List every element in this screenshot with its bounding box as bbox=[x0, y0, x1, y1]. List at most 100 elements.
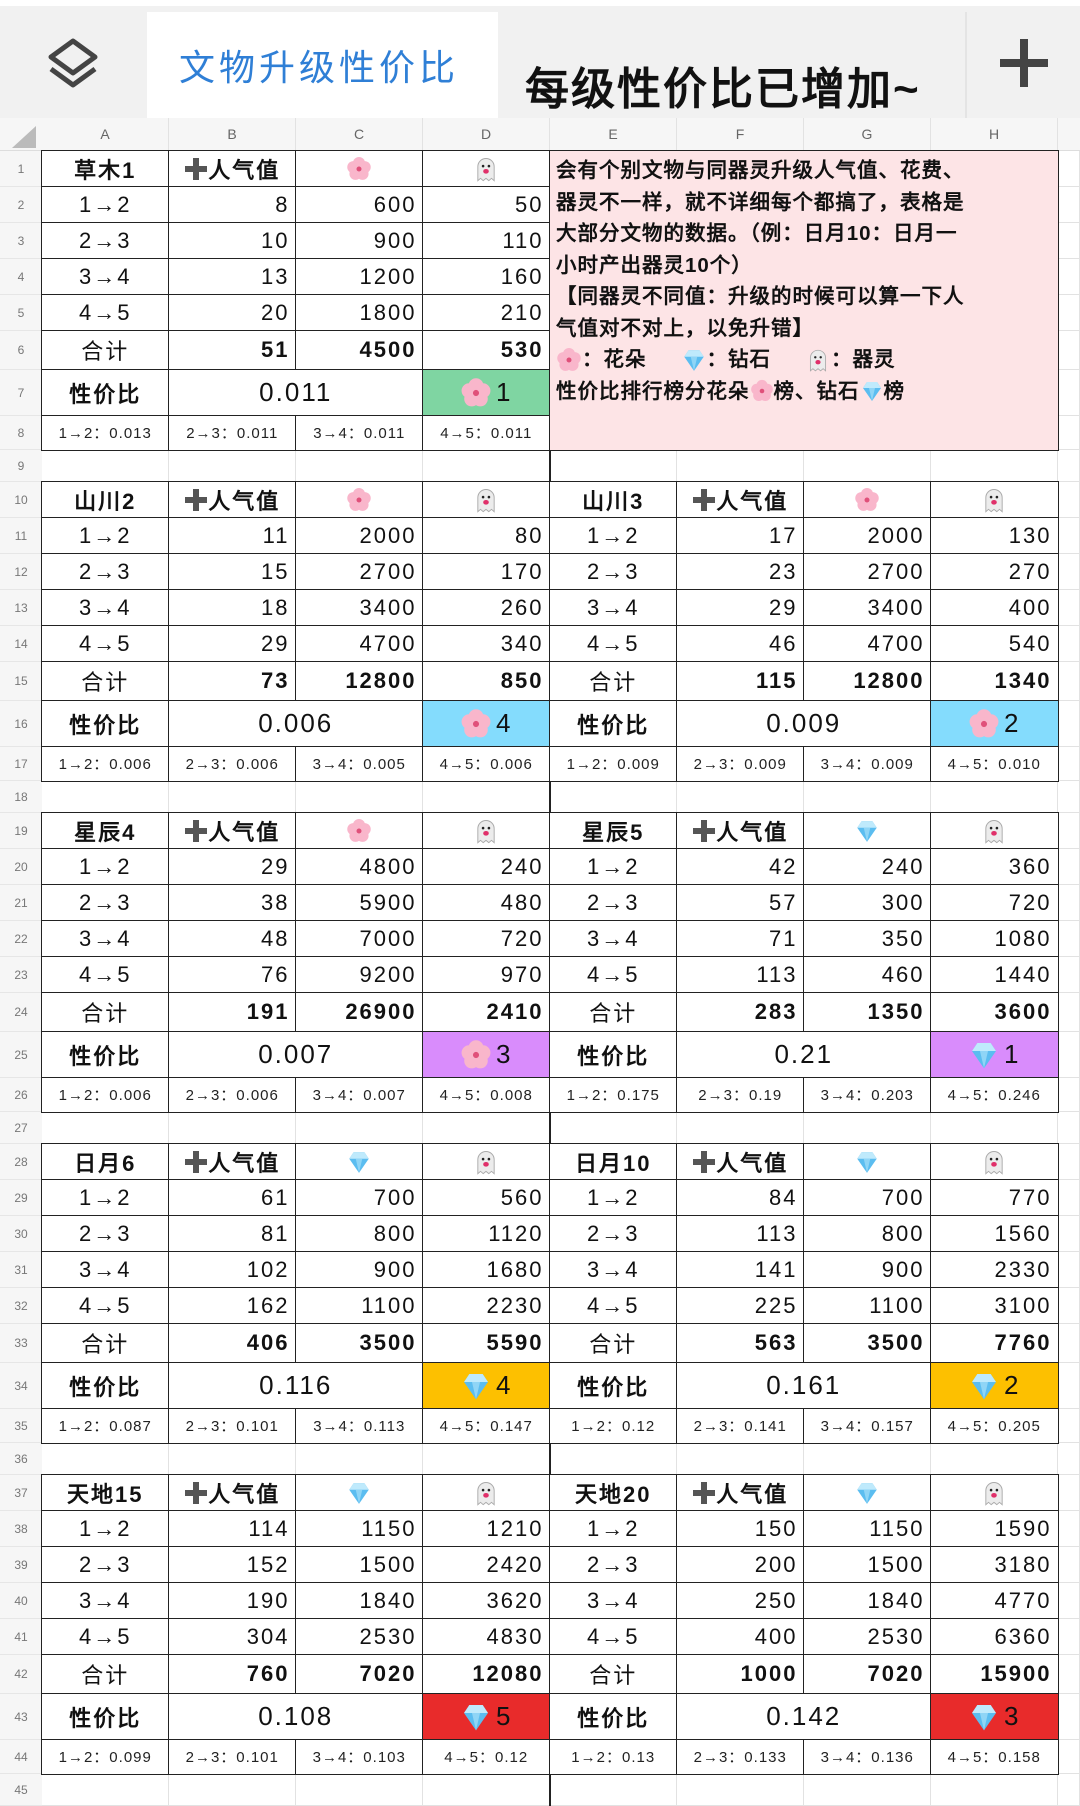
ratio-label[interactable]: 性价比 bbox=[41, 1031, 170, 1079]
cost-cell[interactable]: 2700 bbox=[803, 553, 932, 591]
spirit-cell[interactable]: 770 bbox=[930, 1179, 1059, 1217]
column-header-f[interactable]: F bbox=[677, 118, 804, 151]
empty-cell[interactable] bbox=[1058, 1583, 1080, 1619]
spirit-cell[interactable]: 720 bbox=[422, 920, 551, 958]
relic-name[interactable]: 星辰4 bbox=[41, 812, 170, 850]
popularity-cell[interactable]: 61 bbox=[168, 1179, 297, 1217]
ratio-value[interactable]: 0.161 bbox=[676, 1362, 932, 1410]
rank-badge[interactable]: 4 bbox=[422, 700, 551, 748]
per-level-ratio[interactable]: 2→3：0.011 bbox=[168, 415, 297, 451]
cost-cell[interactable]: 800 bbox=[803, 1215, 932, 1253]
per-level-ratio[interactable]: 2→3：0.19 bbox=[676, 1077, 805, 1113]
rank-badge[interactable]: 3 bbox=[930, 1693, 1059, 1741]
level-cell[interactable]: 1→2 bbox=[549, 848, 678, 886]
empty-cell[interactable] bbox=[1058, 1324, 1080, 1363]
row-header[interactable]: 44 bbox=[0, 1740, 42, 1774]
cost-cell[interactable]: 1840 bbox=[803, 1582, 932, 1620]
level-cell[interactable]: 1→2 bbox=[41, 1179, 170, 1217]
cost-cell[interactable]: 240 bbox=[803, 848, 932, 886]
cost-header[interactable] bbox=[295, 150, 424, 188]
total-label[interactable]: 合计 bbox=[549, 1654, 678, 1695]
spirit-cell[interactable]: 160 bbox=[422, 258, 551, 296]
row-header[interactable]: 4 bbox=[0, 259, 42, 295]
row-header[interactable]: 23 bbox=[0, 957, 42, 993]
cost-cell[interactable]: 350 bbox=[803, 920, 932, 958]
spirit-cell[interactable]: 260 bbox=[422, 589, 551, 627]
empty-cell[interactable] bbox=[804, 450, 931, 482]
spirit-cell[interactable]: 1120 bbox=[422, 1215, 551, 1253]
rank-badge[interactable]: 5 bbox=[422, 1693, 551, 1741]
row-header[interactable]: 8 bbox=[0, 416, 42, 450]
per-level-ratio[interactable]: 2→3：0.006 bbox=[168, 746, 297, 782]
empty-cell[interactable] bbox=[677, 1774, 804, 1806]
popularity-cell[interactable]: 114 bbox=[168, 1510, 297, 1548]
spirit-cell[interactable]: 4770 bbox=[930, 1582, 1059, 1620]
empty-cell[interactable] bbox=[1058, 626, 1080, 662]
spirit-cell[interactable]: 1210 bbox=[422, 1510, 551, 1548]
cost-cell[interactable]: 5900 bbox=[295, 884, 424, 922]
cost-cell[interactable]: 460 bbox=[803, 956, 932, 994]
popularity-cell[interactable]: 162 bbox=[168, 1287, 297, 1325]
row-header[interactable]: 19 bbox=[0, 813, 42, 849]
add-sheet-button[interactable] bbox=[965, 12, 1080, 118]
per-level-ratio[interactable]: 1→2：0.006 bbox=[41, 746, 170, 782]
empty-cell[interactable] bbox=[1058, 1619, 1080, 1655]
level-cell[interactable]: 4→5 bbox=[41, 956, 170, 994]
empty-cell[interactable] bbox=[550, 450, 677, 482]
empty-cell[interactable] bbox=[1058, 1216, 1080, 1252]
spirit-cell[interactable]: 1680 bbox=[422, 1251, 551, 1289]
spirit-cell[interactable]: 1590 bbox=[930, 1510, 1059, 1548]
level-cell[interactable]: 4→5 bbox=[41, 1287, 170, 1325]
cost-header[interactable] bbox=[803, 1143, 932, 1181]
empty-cell[interactable] bbox=[1058, 450, 1080, 482]
total-label[interactable]: 合计 bbox=[549, 661, 678, 702]
spirit-cell[interactable]: 2420 bbox=[422, 1546, 551, 1584]
popularity-cell[interactable]: 23 bbox=[676, 553, 805, 591]
popularity-header[interactable]: 人气值 bbox=[168, 1143, 297, 1181]
popularity-header[interactable]: 人气值 bbox=[676, 812, 805, 850]
per-level-ratio[interactable]: 3→4：0.009 bbox=[803, 746, 932, 782]
per-level-ratio[interactable]: 3→4：0.136 bbox=[803, 1739, 932, 1775]
popularity-cell[interactable]: 8 bbox=[168, 186, 297, 224]
spirit-cell[interactable]: 560 bbox=[422, 1179, 551, 1217]
row-header[interactable]: 32 bbox=[0, 1288, 42, 1324]
level-cell[interactable]: 4→5 bbox=[549, 1618, 678, 1656]
row-header[interactable]: 15 bbox=[0, 662, 42, 701]
total-popularity[interactable]: 406 bbox=[168, 1323, 297, 1364]
empty-cell[interactable] bbox=[42, 1774, 169, 1806]
cost-header[interactable] bbox=[295, 1474, 424, 1512]
cost-cell[interactable]: 3400 bbox=[803, 589, 932, 627]
relic-name[interactable]: 日月10 bbox=[549, 1143, 678, 1181]
spirit-header[interactable] bbox=[422, 1143, 551, 1181]
empty-cell[interactable] bbox=[550, 1443, 677, 1475]
empty-cell[interactable] bbox=[931, 781, 1058, 813]
ratio-label[interactable]: 性价比 bbox=[549, 1362, 678, 1410]
row-header[interactable]: 29 bbox=[0, 1180, 42, 1216]
row-header[interactable]: 42 bbox=[0, 1655, 42, 1694]
rank-badge[interactable]: 4 bbox=[422, 1362, 551, 1410]
cost-cell[interactable]: 1100 bbox=[295, 1287, 424, 1325]
column-header-b[interactable]: B bbox=[169, 118, 296, 151]
popularity-cell[interactable]: 20 bbox=[168, 294, 297, 332]
level-cell[interactable]: 2→3 bbox=[41, 222, 170, 260]
level-cell[interactable]: 1→2 bbox=[549, 517, 678, 555]
popularity-cell[interactable]: 84 bbox=[676, 1179, 805, 1217]
level-cell[interactable]: 2→3 bbox=[549, 1546, 678, 1584]
empty-cell[interactable] bbox=[931, 1443, 1058, 1475]
empty-cell[interactable] bbox=[296, 1774, 423, 1806]
cost-cell[interactable]: 1150 bbox=[803, 1510, 932, 1548]
row-header[interactable]: 21 bbox=[0, 885, 42, 921]
level-cell[interactable]: 3→4 bbox=[41, 258, 170, 296]
empty-cell[interactable] bbox=[423, 1443, 550, 1475]
cost-cell[interactable]: 1840 bbox=[295, 1582, 424, 1620]
note-box[interactable]: 会有个别文物与同器灵升级人气值、花费、 器灵不一样，就不详细每个都搞了，表格是 大部… bbox=[549, 150, 1059, 451]
total-spirit[interactable]: 12080 bbox=[422, 1654, 551, 1695]
row-header[interactable]: 35 bbox=[0, 1409, 42, 1443]
popularity-header[interactable]: 人气值 bbox=[168, 1474, 297, 1512]
cost-cell[interactable]: 700 bbox=[803, 1179, 932, 1217]
cost-header[interactable] bbox=[295, 812, 424, 850]
popularity-cell[interactable]: 29 bbox=[168, 625, 297, 663]
relic-name[interactable]: 天地15 bbox=[41, 1474, 170, 1512]
level-cell[interactable]: 1→2 bbox=[41, 1510, 170, 1548]
empty-cell[interactable] bbox=[931, 1112, 1058, 1144]
